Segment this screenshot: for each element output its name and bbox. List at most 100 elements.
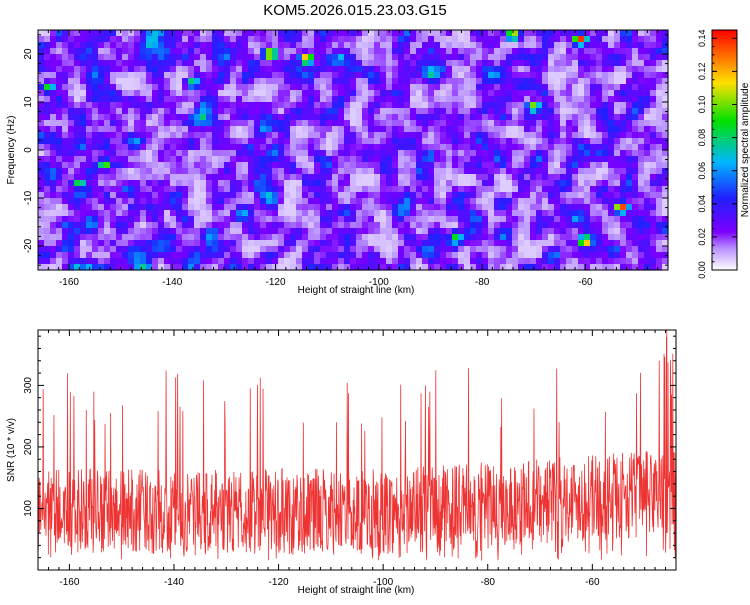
heatmap-cell xyxy=(452,168,459,175)
heatmap-cell xyxy=(584,48,591,55)
heatmap-cell xyxy=(590,180,597,187)
heatmap-cell xyxy=(620,72,627,79)
heatmap-cell xyxy=(296,60,303,67)
heatmap-cell xyxy=(584,138,591,145)
heatmap-cell xyxy=(620,36,627,43)
heatmap-cell xyxy=(284,60,291,67)
heatmap-cell xyxy=(434,228,441,235)
heatmap-cell xyxy=(512,234,519,241)
heatmap-cell xyxy=(80,156,87,163)
heatmap-cell xyxy=(578,186,585,193)
heatmap-cell xyxy=(608,42,615,49)
heatmap-cell xyxy=(530,186,537,193)
heatmap-cell xyxy=(650,234,657,241)
heatmap-cell xyxy=(320,156,327,163)
heatmap-cell xyxy=(362,108,369,115)
heatmap-cell xyxy=(230,222,237,229)
heatmap-cell xyxy=(548,90,555,97)
heatmap-cell xyxy=(362,66,369,73)
heatmap-cell xyxy=(236,138,243,145)
heatmap-cell xyxy=(542,138,549,145)
heatmap-cell xyxy=(626,138,633,145)
heatmap-cell xyxy=(596,132,603,139)
heatmap-cell xyxy=(116,174,123,181)
heatmap-cell xyxy=(38,66,45,73)
heatmap-cell xyxy=(254,102,261,109)
heatmap-cell xyxy=(374,234,381,241)
heatmap-cell xyxy=(104,234,111,241)
heatmap-cell xyxy=(314,66,321,73)
colorbar-tick-label: 0.08 xyxy=(697,129,707,147)
heatmap-cell xyxy=(596,222,603,229)
heatmap-cell xyxy=(512,174,519,181)
heatmap-cell xyxy=(446,78,453,85)
heatmap-cell xyxy=(386,168,393,175)
heatmap-cell xyxy=(392,42,399,49)
heatmap-cell xyxy=(518,84,525,91)
heatmap-cell xyxy=(50,222,57,229)
heatmap-cell xyxy=(200,234,207,241)
heatmap-cell xyxy=(554,156,561,163)
heatmap-cell xyxy=(422,246,429,253)
heatmap-cell xyxy=(566,180,573,187)
heatmap-cell xyxy=(62,240,69,247)
heatmap-cell xyxy=(638,216,645,223)
heatmap-cell xyxy=(458,240,465,247)
heatmap-cell xyxy=(590,174,597,181)
heatmap-cell xyxy=(500,120,507,127)
heatmap-cell xyxy=(374,60,381,67)
heatmap-cell xyxy=(632,240,639,247)
heatmap-cell xyxy=(332,222,339,229)
heatmap-cell xyxy=(620,180,627,187)
heatmap-cell xyxy=(212,102,219,109)
heatmap-cell xyxy=(656,114,663,121)
heatmap-cell xyxy=(416,264,423,271)
heatmap-cell xyxy=(314,180,321,187)
heatmap-cell xyxy=(380,48,387,55)
heatmap-cell xyxy=(476,60,483,67)
heatmap-cell xyxy=(56,180,63,187)
heatmap-cell xyxy=(554,150,561,157)
heatmap-cell xyxy=(422,132,429,139)
heatmap-cell xyxy=(218,162,225,169)
heatmap-cell xyxy=(254,162,261,169)
heatmap-cell xyxy=(446,192,453,199)
heatmap-cell xyxy=(158,48,165,55)
heatmap-cell xyxy=(122,138,129,145)
heatmap-cell xyxy=(158,204,165,211)
heatmap-cell xyxy=(590,120,597,127)
heatmap-cell xyxy=(224,108,231,115)
heatmap-cell xyxy=(560,210,567,217)
heatmap-cell xyxy=(506,186,513,193)
heatmap-cell xyxy=(566,90,573,97)
heatmap-cell xyxy=(254,216,261,223)
heatmap-cell xyxy=(422,96,429,103)
heatmap-cell xyxy=(314,42,321,49)
heatmap-cell xyxy=(374,156,381,163)
heatmap-cell xyxy=(494,54,501,61)
heatmap-cell xyxy=(422,114,429,121)
heatmap-cell xyxy=(68,192,75,199)
heatmap-cell xyxy=(482,240,489,247)
heatmap-cell xyxy=(308,102,315,109)
heatmap-cell xyxy=(602,138,609,145)
heatmap-cell xyxy=(182,192,189,199)
heatmap-cell xyxy=(164,54,171,61)
heatmap-cell xyxy=(350,144,357,151)
heatmap-cell xyxy=(344,168,351,175)
heatmap-cell xyxy=(320,60,327,67)
heatmap-cell xyxy=(326,168,333,175)
heatmap-cell xyxy=(92,168,99,175)
heatmap-cell xyxy=(254,42,261,49)
heatmap-cell xyxy=(248,102,255,109)
heatmap-cell xyxy=(380,108,387,115)
heatmap-cell xyxy=(212,240,219,247)
heatmap-cell xyxy=(602,114,609,121)
heatmap-cell xyxy=(110,114,117,121)
heatmap-cell xyxy=(416,48,423,55)
heatmap-cell xyxy=(302,120,309,127)
heatmap-cell xyxy=(578,156,585,163)
heatmap-cell xyxy=(164,138,171,145)
heatmap-cell xyxy=(68,48,75,55)
heatmap-cell xyxy=(254,258,261,265)
